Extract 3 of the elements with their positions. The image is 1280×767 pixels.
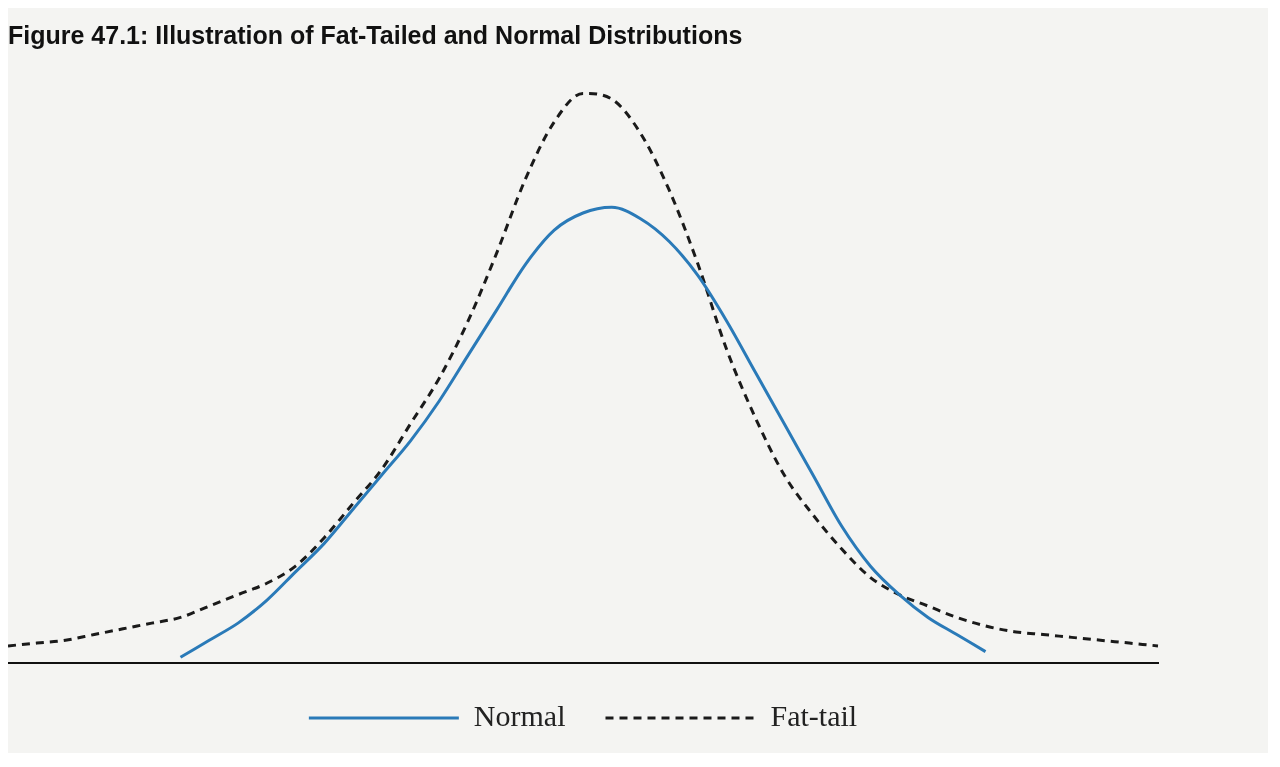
legend-label: Fat-tail (770, 698, 858, 732)
chart-title: Figure 47.1: Illustration of Fat-Tailed and Normal Distributions (8, 20, 743, 49)
legend-label: Normal (473, 698, 566, 732)
